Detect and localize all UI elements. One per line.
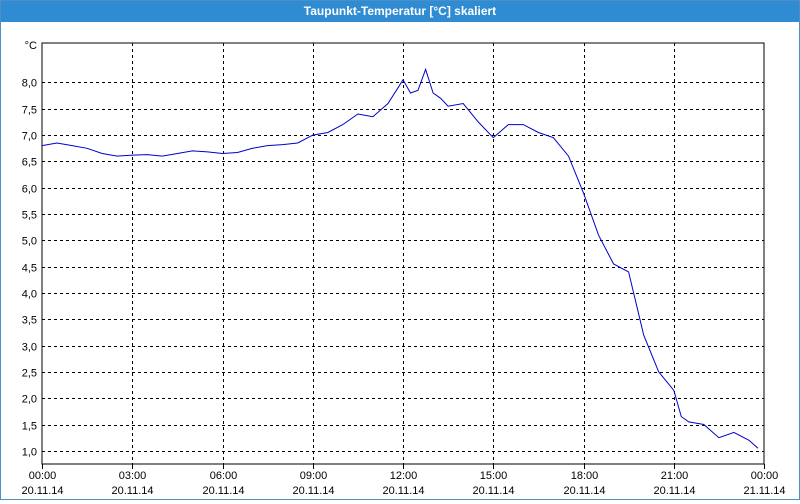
y-tick-label: 1,5 <box>22 421 37 433</box>
x-tick-time: 18:00 <box>571 470 599 482</box>
line-chart: 1,0 1,5 2,0 2,5 3,0 3,5 4,0 4,5 5,0 5,5 6,0 6,5 7,0 7… <box>21 40 785 497</box>
x-tick-date: 20.11.14 <box>292 485 334 497</box>
y-tick-label: 2,5 <box>22 368 37 380</box>
y-tick-label: 8,0 <box>22 78 37 90</box>
window-title: Taupunkt-Temperatur [°C] skaliert <box>1 1 799 22</box>
x-tick-date: 20.11.14 <box>653 485 695 497</box>
x-tick-time: 09:00 <box>300 470 328 482</box>
x-tick-date: 20.11.14 <box>21 485 63 497</box>
x-tick-time: 03:00 <box>119 470 147 482</box>
x-tick-date: 20.11.14 <box>472 485 514 497</box>
y-tick-label: 7,0 <box>22 131 37 143</box>
y-tick-label: 3,5 <box>22 315 37 327</box>
x-tick-time: 12:00 <box>390 470 418 482</box>
x-tick-date: 20.11.14 <box>382 485 424 497</box>
y-tick-label: 6,0 <box>22 184 37 196</box>
y-axis-unit: °C <box>25 40 37 52</box>
x-tick-date: 20.11.14 <box>202 485 244 497</box>
x-tick-time: 06:00 <box>210 470 238 482</box>
x-tick-time: 15:00 <box>480 470 508 482</box>
y-tick-label: 5,0 <box>22 236 37 248</box>
x-tick-date: 21.11.14 <box>743 485 785 497</box>
plot-area: 1,0 1,5 2,0 2,5 3,0 3,5 4,0 4,5 5,0 5,5 6,0 6,5 7,0 7… <box>1 22 799 499</box>
x-tick-time: 00:00 <box>751 470 779 482</box>
y-tick-label: 6,5 <box>22 157 37 169</box>
x-tick-date: 20.11.14 <box>563 485 605 497</box>
y-tick-label: 7,5 <box>22 105 37 117</box>
y-tick-label: 1,0 <box>22 447 37 459</box>
y-tick-label: 4,0 <box>22 289 37 301</box>
x-tick-time: 21:00 <box>661 470 689 482</box>
y-tick-label: 4,5 <box>22 263 37 275</box>
y-tick-label: 5,5 <box>22 210 37 222</box>
y-tick-label: 2,0 <box>22 394 37 406</box>
y-tick-label: 3,0 <box>22 342 37 354</box>
x-tick-date: 20.11.14 <box>111 485 153 497</box>
x-tick-time: 00:00 <box>29 470 57 482</box>
series-line <box>41 67 759 449</box>
